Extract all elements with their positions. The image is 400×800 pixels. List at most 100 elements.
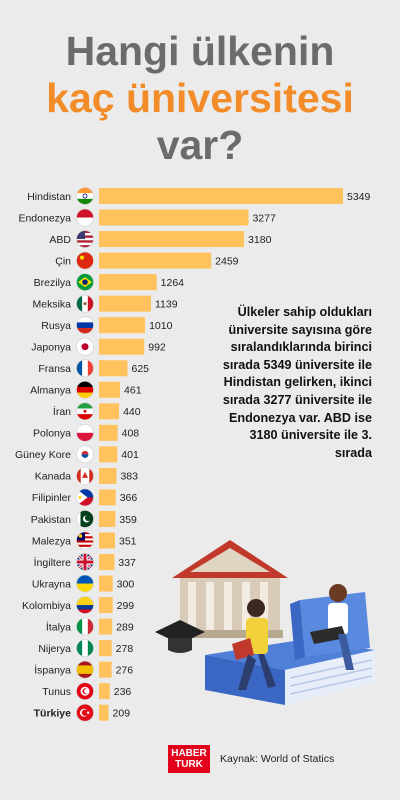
bar [99, 231, 245, 248]
building-icon [172, 540, 288, 638]
graduation-cap-icon [155, 620, 205, 653]
category-label: Nijerya [38, 643, 71, 655]
bar [99, 597, 113, 614]
title-line-1: Hangi ülkenin [65, 28, 335, 74]
bar [99, 554, 115, 571]
bar [99, 338, 145, 355]
category-label: Çin [55, 255, 71, 267]
uk-flag-icon [76, 553, 94, 571]
china-flag-icon [76, 251, 94, 270]
category-label: Brezilya [34, 277, 72, 289]
germany-flag-icon [76, 380, 94, 399]
value-label: 299 [117, 600, 135, 612]
category-label: Türkiye [34, 708, 72, 720]
nigeria-flag-icon [76, 639, 94, 657]
value-label: 3180 [248, 234, 272, 246]
bar [99, 510, 116, 527]
bar [99, 188, 343, 204]
value-label: 209 [113, 708, 131, 720]
haberturk-logo: HABER TURK [168, 745, 210, 773]
south-korea-flag-icon [76, 445, 94, 464]
value-label: 300 [117, 578, 135, 590]
category-label: Polonya [33, 428, 71, 440]
category-label: ABD [49, 234, 71, 246]
category-label: Kolombiya [22, 600, 71, 612]
category-label: Güney Kore [15, 449, 71, 461]
value-label: 625 [132, 363, 150, 375]
category-label: Hindistan [27, 191, 71, 203]
ukraine-flag-icon [76, 574, 94, 593]
indonesia-flag-icon [76, 208, 94, 227]
category-label: İran [53, 405, 71, 418]
pakistan-flag-icon [76, 510, 94, 528]
bar [99, 683, 110, 700]
category-label: İngiltere [34, 556, 72, 569]
usa-flag-icon [76, 230, 94, 248]
bar [99, 403, 120, 420]
category-label: Japonya [31, 342, 71, 354]
category-label: Ukrayna [32, 578, 71, 590]
value-label: 992 [148, 342, 166, 354]
student-laptop-icon [310, 584, 354, 670]
source-text: Kaynak: World of Statics [220, 753, 335, 765]
value-label: 276 [116, 664, 134, 676]
category-label: Rusya [41, 320, 71, 332]
mexico-flag-icon [76, 294, 94, 313]
category-label: Pakistan [31, 514, 71, 526]
category-label: Kanada [35, 471, 71, 483]
category-label: Fransa [38, 363, 71, 375]
bar [99, 295, 151, 312]
bar [99, 704, 109, 721]
bar [99, 209, 249, 226]
value-label: 461 [124, 385, 142, 397]
university-illustration [155, 540, 375, 705]
bar [99, 618, 113, 635]
category-label: Malezya [32, 535, 71, 547]
italy-flag-icon [76, 617, 94, 636]
france-flag-icon [76, 359, 94, 378]
bar [99, 360, 128, 377]
title-line-3: var? [156, 122, 244, 168]
value-label: 1139 [155, 298, 178, 310]
bar [99, 252, 212, 269]
bar [99, 532, 116, 549]
brazil-flag-icon [76, 273, 94, 291]
value-label: 337 [118, 557, 136, 569]
category-label: Filipinler [32, 492, 72, 504]
bar [99, 317, 146, 334]
value-label: 5349 [347, 191, 371, 203]
student-reading-icon [232, 599, 276, 690]
value-label: 1264 [161, 277, 185, 289]
iran-flag-icon [76, 402, 94, 421]
category-label: Meksika [32, 298, 71, 310]
category-label: İtalya [46, 620, 71, 633]
value-label: 359 [119, 514, 137, 526]
poland-flag-icon [76, 424, 94, 442]
bar [99, 489, 116, 506]
value-label: 278 [116, 643, 134, 655]
canada-flag-icon [76, 467, 94, 485]
bar [99, 467, 117, 484]
bar [99, 446, 118, 463]
value-label: 289 [116, 621, 134, 633]
value-label: 3277 [252, 212, 276, 224]
value-label: 351 [119, 535, 137, 547]
bar [99, 274, 157, 291]
bar [99, 424, 118, 441]
category-label: Tunus [42, 686, 71, 698]
category-label: İspanya [34, 663, 71, 676]
value-label: 383 [120, 471, 138, 483]
colombia-flag-icon [76, 596, 94, 614]
value-label: 366 [120, 492, 138, 504]
value-label: 401 [121, 449, 139, 461]
bar [99, 381, 121, 398]
malaysia-flag-icon [76, 531, 94, 550]
russia-flag-icon [76, 316, 94, 334]
value-label: 2459 [215, 255, 239, 267]
value-label: 408 [122, 428, 140, 440]
tunisia-flag-icon [76, 682, 94, 700]
india-flag-icon [76, 187, 94, 205]
philippines-flag-icon [76, 488, 94, 507]
japan-flag-icon [76, 337, 94, 356]
